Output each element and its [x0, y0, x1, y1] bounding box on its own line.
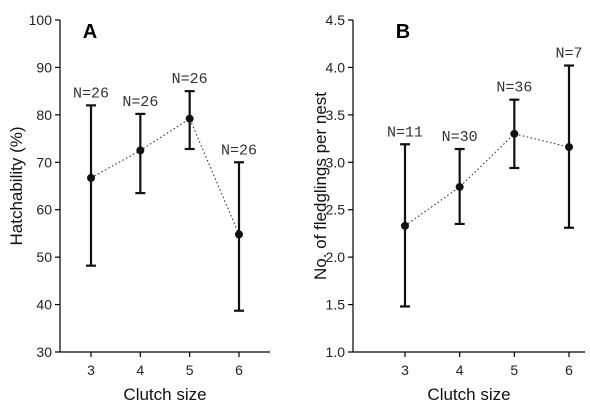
- x-tick-label: 3: [87, 362, 95, 378]
- y-tick-label: 1.0: [326, 344, 346, 360]
- panel-b: 1.0 1.5 2.0 2.5 3.0 3.5 4.0 4.5 3 4 5 6 Clutch size N…: [311, 12, 585, 404]
- data-point: [185, 114, 194, 123]
- panel-letter: B: [396, 21, 410, 43]
- sample-size-label: N=30: [442, 129, 478, 146]
- x-tick-label: 6: [565, 362, 573, 378]
- y-tick-label: 3.0: [326, 154, 346, 170]
- y-axis-title: No. of fledglings per nest: [311, 92, 330, 280]
- x-axis-title: Clutch size: [123, 385, 206, 404]
- x-tick-label: 4: [136, 362, 144, 378]
- connector-line: [90, 117, 240, 235]
- y-tick-label: 80: [36, 107, 52, 123]
- sample-size-label: N=26: [73, 85, 109, 102]
- x-axis-title: Clutch size: [427, 385, 510, 404]
- panel-a: 30 40 50 60 70 80 90 100 3 4 5 6 Clutch size Hatchabi…: [7, 12, 270, 404]
- sample-size-label: N=11: [387, 124, 423, 141]
- x-tick-label: 4: [456, 362, 464, 378]
- y-tick-label: 3.5: [326, 107, 346, 123]
- data-point: [510, 129, 519, 138]
- sample-size-label: N=26: [122, 94, 158, 111]
- x-tick-label: 6: [235, 362, 243, 378]
- y-tick-label: 4.0: [326, 59, 346, 75]
- data-point: [136, 146, 145, 155]
- data-point: [87, 173, 95, 182]
- y-tick-label: 40: [36, 297, 52, 313]
- x-tick-label: 5: [186, 362, 194, 378]
- sample-size-label: N=7: [555, 46, 582, 63]
- y-axis-title: Hatchability (%): [7, 126, 26, 245]
- y-tick-label: 30: [36, 344, 52, 360]
- y-tick-label: 90: [36, 59, 52, 75]
- sample-size-label: N=26: [221, 142, 257, 159]
- data-point: [235, 230, 243, 239]
- y-tick-label: 70: [36, 154, 52, 170]
- y-tick-label: 100: [29, 12, 53, 28]
- y-tick-label: 50: [36, 249, 52, 265]
- x-tick-label: 5: [510, 362, 518, 378]
- sample-size-label: N=36: [496, 80, 532, 97]
- y-tick-label: 2.5: [326, 202, 346, 218]
- x-tick-label: 3: [401, 362, 409, 378]
- data-point: [565, 143, 573, 152]
- panel-letter: A: [83, 21, 97, 43]
- y-tick-label: 60: [36, 202, 52, 218]
- data-point: [401, 221, 409, 230]
- y-tick-label: 1.5: [326, 297, 346, 313]
- sample-size-label: N=26: [172, 71, 208, 88]
- data-point: [455, 182, 464, 191]
- connector-line: [404, 133, 570, 227]
- y-tick-label: 4.5: [326, 12, 346, 28]
- y-tick-label: 2.0: [326, 249, 346, 265]
